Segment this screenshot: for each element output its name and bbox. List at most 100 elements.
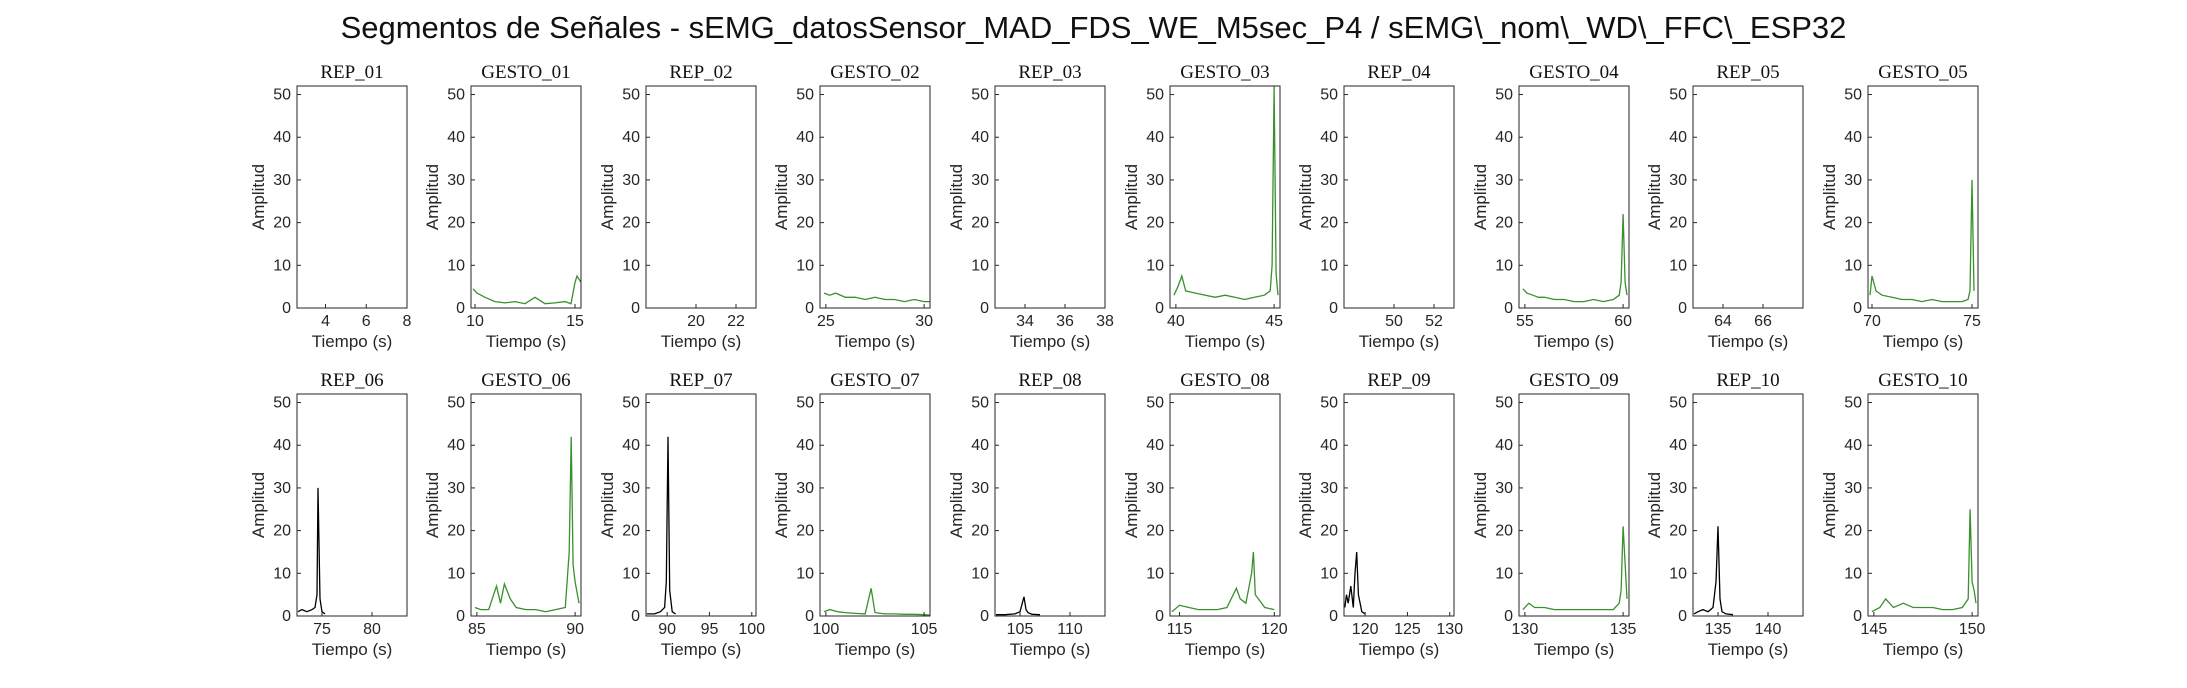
- panel-title: GESTO_10: [1878, 370, 1967, 391]
- y-tick-label: 20: [1844, 215, 1862, 232]
- y-tick-label: 50: [971, 395, 989, 412]
- x-tick-label: 145: [1861, 621, 1888, 638]
- y-tick-label: 40: [1320, 437, 1338, 454]
- y-tick-label: 10: [1146, 257, 1164, 274]
- x-axis-label: Tiempo (s): [1010, 640, 1091, 659]
- panel-title: GESTO_01: [481, 62, 570, 83]
- y-tick-label: 30: [273, 480, 291, 497]
- y-axis-label: Amplitud: [1820, 164, 1839, 230]
- panel-title: REP_06: [320, 370, 383, 391]
- y-axis-label: Amplitud: [249, 164, 268, 230]
- x-tick-label: 130: [1436, 621, 1463, 638]
- axes-box: [1343, 393, 1455, 617]
- y-tick-label: 50: [273, 395, 291, 412]
- y-tick-label: 20: [1146, 523, 1164, 540]
- y-tick-label: 20: [622, 523, 640, 540]
- y-tick-label: 10: [447, 257, 465, 274]
- axes-box: [1169, 393, 1281, 617]
- x-tick-label: 10: [466, 313, 484, 330]
- y-tick-label: 50: [1320, 395, 1338, 412]
- x-tick-label: 110: [1057, 621, 1083, 638]
- y-tick-label: 40: [796, 129, 814, 146]
- subplot-gesto-02: GESTO_02 0 10 20 30 40 50 25 30 Tiempo (s) Amplitu…: [772, 62, 933, 351]
- x-tick-label: 125: [1394, 621, 1421, 638]
- subplot-gesto-03: GESTO_03 0 10 20 30 40 50 40 45 Tiempo (s) Amplitu…: [1122, 62, 1283, 351]
- x-tick-label: 40: [1167, 313, 1185, 330]
- y-tick-label: 20: [1669, 523, 1687, 540]
- subplot-rep-06: REP_06 0 10 20 30 40 50 75 80 Tiempo (s) Amplitud: [249, 370, 408, 659]
- y-tick-label: 40: [1844, 437, 1862, 454]
- y-tick-label: 20: [1320, 215, 1338, 232]
- panel-title: REP_07: [669, 370, 732, 391]
- x-axis-label: Tiempo (s): [835, 640, 916, 659]
- y-tick-label: 0: [1155, 300, 1164, 317]
- y-tick-label: 20: [447, 215, 465, 232]
- x-tick-label: 52: [1425, 313, 1443, 330]
- series-line: [1171, 551, 1275, 613]
- subplot-rep-09: REP_09 0 10 20 30 40 50 120 125 130 Tiempo (s) Ampl…: [1296, 370, 1463, 659]
- subplot-gesto-07: GESTO_07 0 10 20 30 40 50 100 105 Tiempo (s) Ampli…: [772, 370, 938, 659]
- subplot-gesto-08: GESTO_08 0 10 20 30 40 50 115 120 Tiempo (s) Ampli…: [1122, 370, 1288, 659]
- y-tick-label: 40: [1146, 437, 1164, 454]
- x-tick-label: 45: [1265, 313, 1283, 330]
- x-tick-label: 64: [1714, 313, 1732, 330]
- y-tick-label: 50: [1146, 87, 1164, 104]
- series-line: [1522, 214, 1628, 303]
- y-tick-label: 0: [1504, 608, 1513, 625]
- y-tick-label: 10: [273, 565, 291, 582]
- x-axis-label: Tiempo (s): [661, 332, 742, 351]
- x-axis-label: Tiempo (s): [1185, 640, 1266, 659]
- series-line: [1522, 526, 1628, 611]
- axes-box: [1692, 393, 1804, 617]
- x-tick-label: 25: [817, 313, 835, 330]
- x-tick-label: 90: [658, 621, 676, 638]
- y-tick-label: 20: [796, 523, 814, 540]
- subplot-rep-01: REP_01 0 10 20 30 40 50 4 6 8 Tiempo (s) Amplitud: [249, 62, 412, 351]
- y-tick-label: 10: [622, 257, 640, 274]
- y-tick-label: 50: [622, 395, 640, 412]
- x-axis-label: Tiempo (s): [835, 332, 916, 351]
- x-axis-label: Tiempo (s): [312, 332, 393, 351]
- y-tick-label: 10: [1844, 257, 1862, 274]
- axes-box: [1692, 85, 1804, 309]
- x-tick-label: 120: [1352, 621, 1379, 638]
- subplot-rep-05: REP_05 0 10 20 30 40 50 64 66 Tiempo (s) Amplitud: [1645, 62, 1804, 351]
- panel-title: GESTO_02: [830, 62, 919, 83]
- axes-box: [994, 85, 1106, 309]
- y-tick-label: 50: [796, 87, 814, 104]
- subplot-rep-02: REP_02 0 10 20 30 40 50 20 22 Tiempo (s) Amplitud: [598, 62, 757, 351]
- axes-box: [645, 393, 757, 617]
- y-tick-label: 30: [1146, 480, 1164, 497]
- series-line: [474, 436, 580, 613]
- series-line: [1344, 551, 1366, 615]
- x-tick-label: 8: [403, 313, 412, 330]
- y-tick-label: 30: [1320, 480, 1338, 497]
- x-tick-label: 100: [813, 621, 840, 638]
- y-axis-label: Amplitud: [598, 472, 617, 538]
- figure-title: Segmentos de Señales - sEMG_datosSensor_…: [340, 10, 1847, 45]
- y-tick-label: 10: [971, 257, 989, 274]
- panel-title: REP_02: [669, 62, 732, 83]
- y-axis-label: Amplitud: [1296, 472, 1315, 538]
- y-tick-label: 30: [796, 172, 814, 189]
- x-axis-label: Tiempo (s): [1185, 332, 1266, 351]
- y-tick-label: 0: [631, 608, 640, 625]
- x-axis-label: Tiempo (s): [1708, 332, 1789, 351]
- y-tick-label: 40: [447, 129, 465, 146]
- y-tick-label: 0: [456, 608, 465, 625]
- x-tick-label: 75: [313, 621, 331, 638]
- panel-title: REP_05: [1716, 62, 1779, 83]
- y-tick-label: 0: [1155, 608, 1164, 625]
- subplot-gesto-09: GESTO_09 0 10 20 30 40 50 130 135 Tiempo (s) Ampli…: [1471, 370, 1637, 659]
- x-tick-label: 95: [701, 621, 719, 638]
- panel-title: GESTO_06: [481, 370, 570, 391]
- axes-box: [819, 393, 931, 617]
- y-tick-label: 30: [1844, 172, 1862, 189]
- y-tick-label: 10: [622, 565, 640, 582]
- series-line: [297, 487, 326, 615]
- x-axis-label: Tiempo (s): [486, 332, 567, 351]
- y-tick-label: 20: [447, 523, 465, 540]
- axes-box: [994, 393, 1106, 617]
- y-tick-label: 0: [980, 300, 989, 317]
- y-axis-label: Amplitud: [423, 164, 442, 230]
